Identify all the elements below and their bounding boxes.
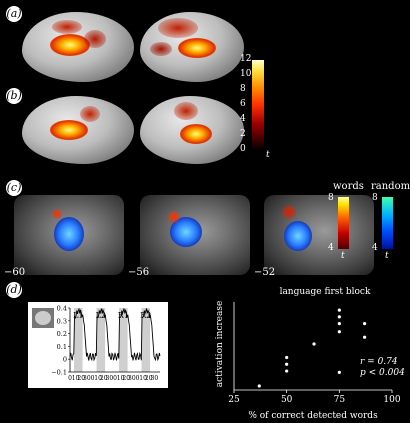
inset-x-tick-label: 20	[145, 375, 153, 382]
inset-task-block	[74, 308, 83, 372]
inset-block-label: R2	[140, 311, 151, 320]
scatter-point	[363, 335, 367, 339]
mri-slice-3	[264, 195, 374, 275]
inset-x-tick-label: 10	[117, 375, 125, 382]
scatter-point	[285, 362, 289, 366]
inset-block-label: R1	[118, 311, 129, 320]
brain-render-b-right	[140, 96, 244, 164]
x-axis-label: % of correct detected words	[248, 411, 378, 420]
words-colorbar-max: 8	[328, 193, 334, 203]
inset-x-tick-label: 10	[139, 375, 147, 382]
scatter-point	[312, 342, 316, 346]
words-colorbar-min: 4	[328, 243, 334, 253]
inset-x-tick-label: 0	[91, 375, 95, 382]
scatter-point	[337, 322, 341, 326]
scatter-point	[337, 308, 341, 312]
y-axis-label: activation increase	[215, 301, 225, 388]
random-colorbar	[382, 197, 393, 249]
panel-label-b: (b)	[6, 88, 22, 104]
inset-x-tick-label: 0	[136, 375, 140, 382]
inset-y-tick-label: 0.4	[57, 305, 67, 313]
inset-x-tick-label: 30	[151, 375, 159, 382]
panel-label-c: (c)	[6, 180, 22, 196]
words-colorbar-label: t	[341, 251, 345, 261]
inset-task-block	[96, 308, 106, 372]
inset-x-tick-label: 0	[113, 375, 117, 382]
inset-x-tick-label: 20	[122, 375, 130, 382]
inset-y-tick-label: 0.3	[57, 317, 67, 325]
words-colorbar	[338, 197, 349, 249]
t-colorbar-tick: 12	[240, 54, 252, 64]
random-colorbar-title: random	[371, 181, 410, 192]
panel-label-a: (a)	[6, 6, 22, 22]
chart-title: language first block	[280, 287, 371, 297]
scatter-point	[337, 330, 341, 334]
scatter-point	[337, 315, 341, 319]
inset-x-tick-label: 30	[83, 375, 91, 382]
inset-y-tick-label: 0	[63, 356, 67, 364]
slice-coordinate-1: −60	[4, 267, 26, 278]
scatter-point	[337, 370, 341, 374]
inset-block-label: L2	[96, 311, 106, 320]
inset-x-tick-label: 10	[72, 375, 80, 382]
scatter-x-tick-label: 100	[383, 395, 400, 405]
inset-x-tick-label: 20	[77, 375, 85, 382]
inset-x-tick-label: 30	[128, 375, 136, 382]
t-colorbar-tick: 2	[240, 129, 246, 139]
slice-coordinate-3: −52	[254, 267, 276, 278]
correlation-r: r = 0.74	[360, 357, 398, 367]
inset-y-tick-label: 0.2	[57, 330, 67, 338]
scatter-x-tick-label: 50	[281, 395, 293, 405]
t-colorbar-tick: 10	[240, 69, 252, 79]
t-colorbar	[252, 60, 264, 150]
scatter-point	[285, 369, 289, 373]
brain-render-a-right	[140, 12, 244, 82]
scatter-chart: language first block activation increase…	[215, 287, 405, 420]
correlation-p: p < 0.004	[360, 368, 405, 378]
inset-x-tick-label: 20	[100, 375, 108, 382]
t-colorbar-tick: 0	[240, 144, 246, 154]
scatter-x-tick-label: 75	[334, 395, 346, 405]
inset-task-block	[119, 308, 128, 372]
inset-task-block	[141, 308, 151, 372]
inset-timecourse-trace	[69, 307, 161, 362]
slice-coordinate-2: −56	[128, 267, 150, 278]
scatter-x-tick-label: 25	[228, 395, 240, 405]
inset-x-tick-label: 0	[68, 375, 72, 382]
random-colorbar-max: 8	[372, 193, 378, 203]
brain-render-a-left	[22, 12, 134, 82]
t-colorbar-label: t	[266, 150, 270, 160]
t-colorbar-tick: 8	[240, 84, 246, 94]
t-colorbar-tick: 6	[240, 99, 246, 109]
t-colorbar-tick: 4	[240, 114, 246, 124]
scatter-point	[285, 355, 289, 360]
random-colorbar-label: t	[385, 251, 389, 261]
inset-x-tick-label: 10	[94, 375, 102, 382]
inset-y-tick-label: −0.1	[51, 369, 67, 377]
inset-x-tick-label: 30	[106, 375, 114, 382]
words-colorbar-title: words	[333, 181, 364, 192]
mri-slice-1	[14, 195, 124, 275]
random-colorbar-min: 4	[372, 243, 378, 253]
brain-render-b-left	[22, 96, 134, 164]
panel-label-d: (d)	[6, 282, 22, 298]
scatter-point	[257, 384, 261, 388]
mri-slice-2	[140, 195, 250, 275]
inset-y-tick-label: 0.1	[57, 343, 67, 351]
inset-block-label: L1	[73, 311, 83, 320]
scatter-point	[363, 322, 367, 326]
